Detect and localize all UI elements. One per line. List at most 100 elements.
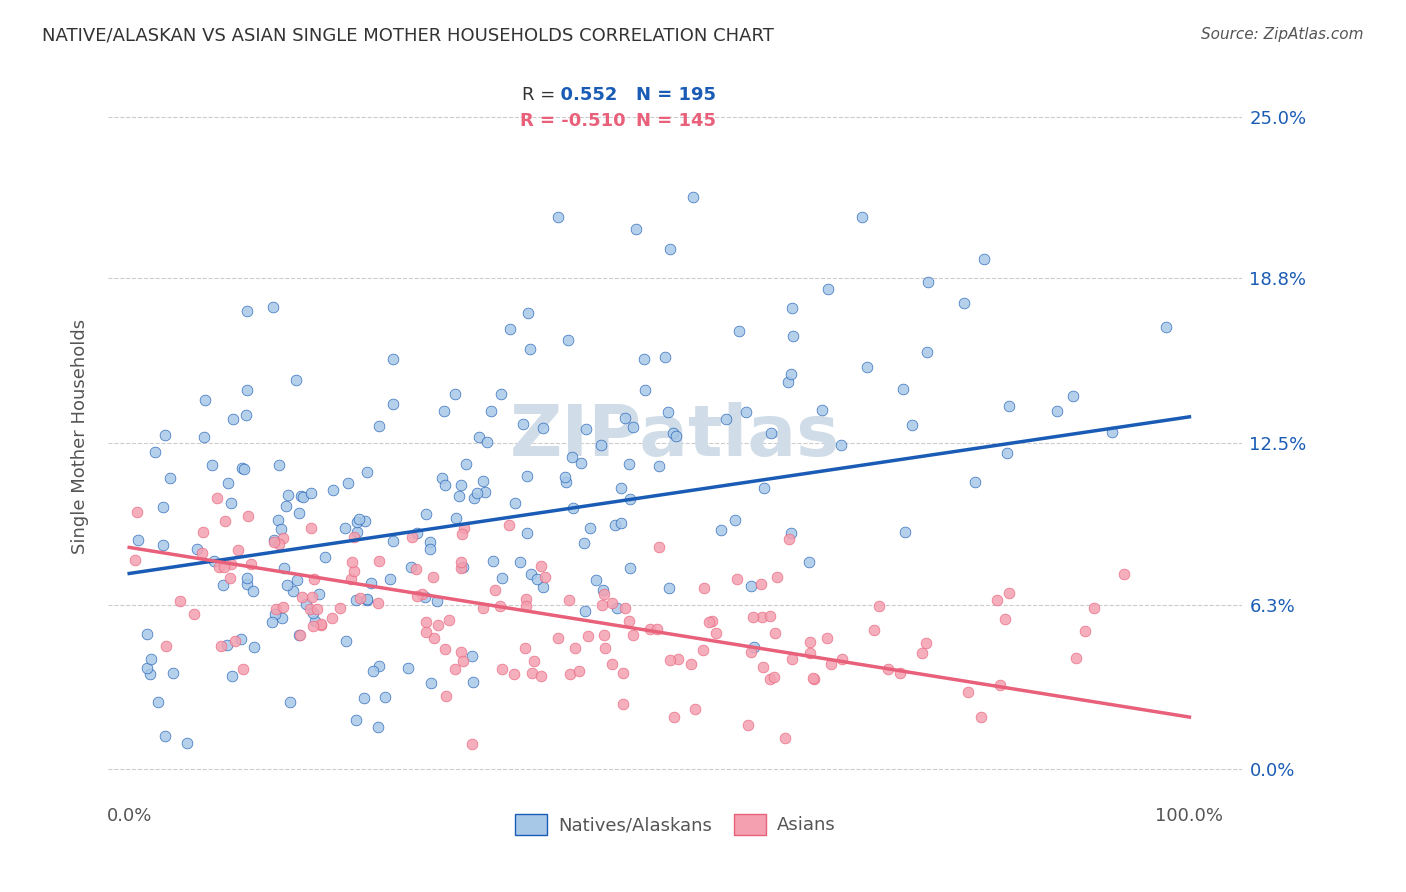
Point bbox=[724, 513, 747, 527]
Point bbox=[415, 615, 437, 629]
Y-axis label: Single Mother Households: Single Mother Households bbox=[72, 318, 89, 554]
Point bbox=[614, 410, 637, 425]
Point bbox=[1101, 425, 1123, 439]
Point bbox=[766, 570, 789, 584]
Point bbox=[423, 632, 446, 646]
Point bbox=[353, 514, 375, 528]
Point bbox=[533, 570, 555, 584]
Point bbox=[291, 591, 314, 605]
Point bbox=[153, 729, 176, 743]
Point bbox=[522, 665, 544, 680]
Point bbox=[236, 577, 259, 591]
Point bbox=[799, 635, 821, 649]
Point bbox=[322, 483, 344, 497]
Point bbox=[148, 695, 170, 709]
Point bbox=[737, 718, 759, 732]
Point bbox=[468, 430, 491, 444]
Point bbox=[862, 623, 884, 637]
Point bbox=[139, 651, 162, 665]
Point bbox=[799, 647, 821, 661]
Point bbox=[162, 666, 184, 681]
Point bbox=[515, 599, 537, 613]
Point bbox=[191, 525, 214, 540]
Point bbox=[868, 599, 890, 614]
Point bbox=[547, 631, 569, 645]
Point bbox=[449, 489, 471, 503]
Point bbox=[572, 536, 595, 550]
Point bbox=[619, 561, 641, 575]
Point bbox=[329, 600, 352, 615]
Point bbox=[219, 496, 242, 510]
Point bbox=[693, 582, 716, 596]
Point bbox=[367, 595, 389, 609]
Point bbox=[419, 676, 441, 690]
Point bbox=[349, 591, 371, 606]
Point bbox=[152, 500, 174, 514]
Point bbox=[801, 671, 824, 685]
Point bbox=[299, 485, 322, 500]
Point bbox=[367, 720, 389, 734]
Point bbox=[576, 629, 599, 643]
Point bbox=[274, 499, 297, 513]
Point bbox=[621, 420, 644, 434]
Point bbox=[498, 518, 520, 533]
Legend: Natives/Alaskans, Asians: Natives/Alaskans, Asians bbox=[506, 805, 845, 844]
Point bbox=[291, 490, 314, 504]
Point bbox=[367, 554, 389, 568]
Point bbox=[1114, 567, 1136, 582]
Point bbox=[554, 475, 576, 490]
Point bbox=[561, 500, 583, 515]
Text: N = 145: N = 145 bbox=[636, 112, 716, 129]
Point bbox=[647, 622, 669, 636]
Point bbox=[226, 543, 249, 558]
Point bbox=[658, 242, 681, 256]
Point bbox=[606, 601, 628, 615]
Point bbox=[229, 632, 252, 647]
Point bbox=[600, 657, 623, 671]
Point bbox=[610, 482, 633, 496]
Point bbox=[851, 210, 873, 224]
Point bbox=[658, 581, 681, 595]
Point bbox=[489, 386, 512, 401]
Point bbox=[662, 426, 685, 441]
Point bbox=[531, 420, 554, 434]
Point bbox=[741, 610, 763, 624]
Point bbox=[648, 540, 671, 554]
Point bbox=[970, 710, 993, 724]
Point bbox=[444, 662, 467, 676]
Point bbox=[125, 505, 148, 519]
Point bbox=[994, 612, 1017, 626]
Point bbox=[308, 587, 330, 601]
Point bbox=[235, 383, 257, 397]
Point bbox=[657, 405, 679, 419]
Point bbox=[561, 450, 583, 464]
Point bbox=[434, 641, 457, 656]
Point bbox=[304, 614, 326, 628]
Point bbox=[169, 593, 191, 607]
Point bbox=[891, 382, 914, 396]
Point bbox=[692, 643, 714, 657]
Point bbox=[516, 469, 538, 483]
Point bbox=[471, 601, 494, 615]
Point bbox=[127, 533, 149, 548]
Point bbox=[427, 618, 450, 632]
Point bbox=[353, 690, 375, 705]
Point bbox=[262, 301, 284, 315]
Point bbox=[811, 403, 834, 417]
Point bbox=[309, 617, 332, 632]
Point bbox=[236, 304, 259, 318]
Point bbox=[779, 367, 801, 381]
Point bbox=[374, 690, 396, 705]
Point bbox=[665, 429, 688, 443]
Point bbox=[605, 517, 627, 532]
Point bbox=[547, 210, 569, 224]
Point bbox=[200, 458, 222, 473]
Point bbox=[664, 710, 686, 724]
Point bbox=[727, 324, 749, 338]
Point bbox=[815, 631, 838, 645]
Point bbox=[963, 475, 986, 489]
Point bbox=[301, 606, 323, 620]
Point bbox=[780, 301, 803, 315]
Point bbox=[456, 458, 478, 472]
Point bbox=[998, 399, 1021, 413]
